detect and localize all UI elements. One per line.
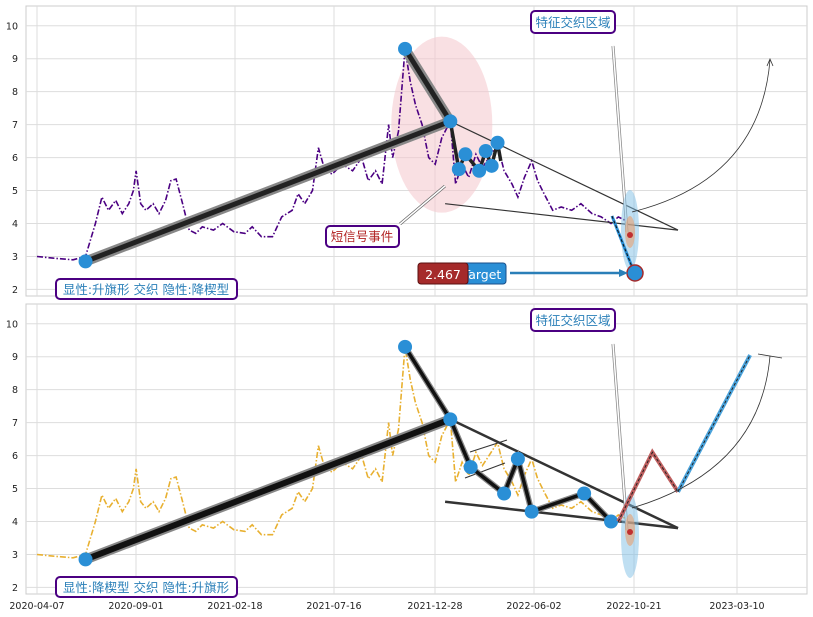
pattern-marker: [443, 114, 458, 129]
y-tick-label: 3: [12, 252, 18, 263]
y-tick-label: 5: [12, 484, 18, 495]
bottom-plot-content: [36, 339, 783, 578]
y-tick-label: 2: [12, 583, 18, 594]
pattern-marker: [524, 504, 539, 519]
top-pattern-label: 显性:升旗形 交织 隐性:降楔型: [55, 278, 238, 300]
bottom-pattern-label: 显性:降楔型 交织 隐性:升旗形: [55, 576, 238, 598]
flag-line: [469, 439, 508, 453]
trend-line: [444, 500, 679, 530]
pattern-marker: [458, 147, 473, 162]
top-zone-label-text: 特征交织区域: [535, 15, 610, 30]
pattern-marker: [490, 135, 505, 150]
pattern-marker: [398, 41, 413, 56]
y-tick-label: 6: [12, 451, 18, 462]
pattern-line: [403, 345, 613, 523]
pattern-marker: [497, 486, 512, 501]
forecast-arc: [631, 59, 771, 213]
bottom-zone-label: 特征交织区域: [530, 308, 616, 332]
pattern-marker: [443, 412, 458, 427]
forecast-arc: [631, 355, 771, 509]
forecast-end-tick: [757, 353, 783, 359]
target-label: Target 2.467: [417, 262, 507, 285]
x-tick-label: 2022-10-21: [606, 601, 661, 612]
x-tick-label: 2020-09-01: [108, 601, 163, 612]
y-tick-label: 9: [12, 54, 18, 65]
y-tick-label: 3: [12, 550, 18, 561]
x-tick-label: 2021-02-18: [207, 601, 262, 612]
pattern-marker: [510, 451, 525, 466]
x-tick-labels: 2020-04-07 2020-09-01 2021-02-18 2021-07-16…: [9, 601, 764, 612]
y-tick-label: 5: [12, 186, 18, 197]
pattern-marker: [451, 162, 466, 177]
bottom-zone-label-text: 特征交织区域: [535, 313, 610, 328]
top-zone-label: 特征交织区域: [530, 10, 616, 34]
x-tick-label: 2020-04-07: [9, 601, 64, 612]
signal-event-label: 短信号事件: [325, 225, 400, 248]
pattern-marker: [78, 254, 93, 269]
pattern-marker: [484, 158, 499, 173]
target-point: [626, 264, 644, 282]
thick-segment: [402, 47, 453, 123]
y-tick-label: 7: [12, 120, 18, 131]
x-tick-label: 2021-07-16: [306, 601, 361, 612]
pattern-marker: [472, 163, 487, 178]
trend-line: [449, 418, 679, 530]
x-tick-label: 2023-03-10: [709, 601, 764, 612]
bottom-panel-frame: [25, 303, 808, 595]
zone-marker-inner: [612, 343, 628, 531]
y-tick-label: 8: [12, 385, 18, 396]
x-tick-label: 2021-12-28: [407, 601, 462, 612]
pattern-marker: [604, 514, 619, 529]
projection-red-dash: [617, 451, 679, 522]
crossing-point: [627, 232, 633, 238]
pattern-marker: [78, 552, 93, 567]
y-tick-label: 4: [12, 219, 18, 230]
y-tick-label: 4: [12, 517, 18, 528]
signal-event-label-text: 短信号事件: [331, 229, 394, 244]
y-tick-label: 2: [12, 285, 18, 296]
top-y-tick-labels: 2 3 4 5 6 7 8 9 10: [6, 21, 18, 296]
target-text: Target: [462, 267, 502, 282]
trend-line: [445, 203, 679, 231]
thick-segment: [84, 118, 452, 264]
crossing-point: [627, 529, 633, 535]
trend-line: [450, 120, 679, 231]
price-line-bottom: [36, 346, 626, 559]
pattern-marker: [478, 144, 493, 158]
y-tick-label: 8: [12, 87, 18, 98]
pattern-marker: [577, 486, 592, 501]
y-tick-label: 6: [12, 153, 18, 164]
x-tick-label: 2022-06-02: [506, 601, 561, 612]
signal-arrow-inner: [399, 185, 446, 225]
price-line-top: [36, 48, 626, 261]
pattern-marker: [398, 339, 413, 354]
y-tick-label: 10: [6, 21, 18, 32]
pattern-marker: [463, 460, 478, 475]
bottom-y-tick-labels: 2 3 4 5 6 7 8 9 10: [6, 319, 18, 594]
y-tick-label: 10: [6, 319, 18, 330]
forecast-arc-head: [766, 57, 774, 67]
target-arrowhead: [619, 269, 628, 277]
target-value: 2.467: [425, 267, 461, 282]
top-pattern-label-text: 显性:升旗形 交织 隐性:降楔型: [63, 282, 229, 297]
target-projection-dash: [611, 215, 635, 273]
y-tick-label: 7: [12, 418, 18, 429]
top-plot-content: [36, 36, 774, 282]
projection-blue-dash: [677, 354, 751, 493]
y-tick-label: 9: [12, 352, 18, 363]
thick-segment: [84, 416, 452, 563]
flag-line: [464, 462, 506, 479]
bottom-pattern-label-text: 显性:降楔型 交织 隐性:升旗形: [63, 580, 230, 595]
